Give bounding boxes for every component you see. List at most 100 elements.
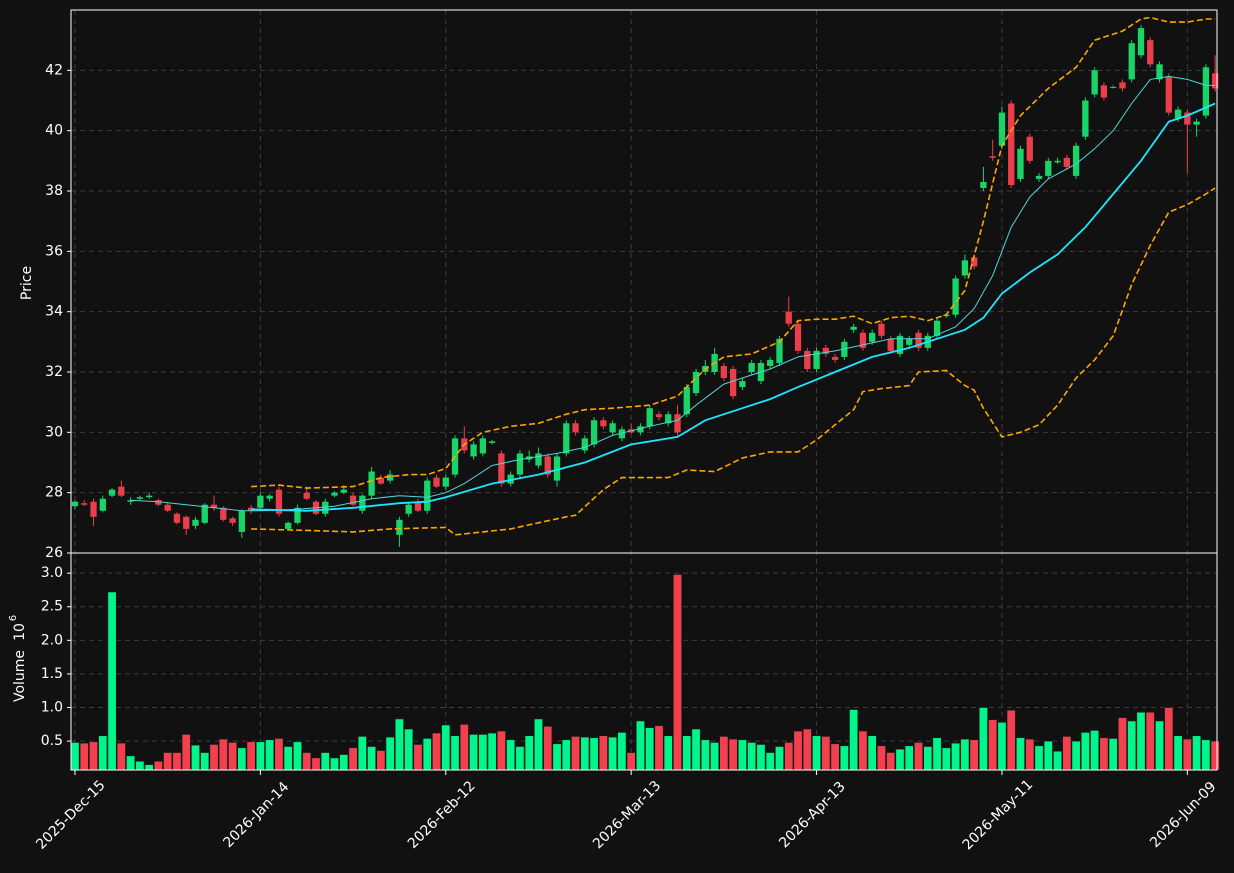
volume-bar — [432, 732, 441, 771]
candle-body — [377, 477, 385, 484]
volume-bar — [1145, 711, 1155, 771]
volume-bar — [181, 734, 191, 771]
volume-bar — [1071, 740, 1081, 771]
volume-bar — [533, 718, 543, 771]
candle-body — [359, 495, 366, 511]
candle-body — [915, 332, 922, 348]
volume-bar — [357, 736, 367, 771]
candle-body — [488, 441, 496, 443]
volume-bar — [441, 724, 451, 771]
volume-bar — [385, 736, 395, 771]
volume-bar — [876, 745, 886, 771]
candle-body — [600, 420, 607, 427]
candle-body — [257, 495, 264, 508]
volume-tick-label: 1.5 — [41, 666, 63, 682]
volume-bar — [107, 591, 117, 771]
volume-bar — [830, 743, 840, 771]
volume-bar — [255, 741, 265, 771]
candle-body — [229, 518, 236, 523]
candle-body — [1035, 175, 1043, 179]
candle-body — [933, 320, 941, 336]
candle-body — [989, 156, 996, 158]
volume-bar — [617, 732, 627, 771]
volume-bar — [200, 752, 210, 771]
y-tick-label: 28 — [45, 485, 63, 501]
volume-bar — [79, 742, 89, 771]
candle-body — [1063, 157, 1070, 167]
candle-body — [776, 338, 783, 363]
volume-tick-label: 0.5 — [41, 733, 63, 749]
volume-axis-label: Volume — [12, 650, 28, 702]
volume-bar — [793, 730, 803, 771]
volume-bar — [496, 730, 506, 771]
volume-bar — [1201, 739, 1211, 771]
volume-bar — [469, 734, 479, 771]
candle-body — [563, 423, 570, 454]
volume-bar — [904, 745, 914, 771]
volume-bar — [394, 718, 404, 771]
volume-bar — [283, 746, 293, 771]
candle-body — [275, 489, 283, 514]
volume-bar — [914, 742, 923, 771]
volume-bar — [552, 743, 562, 771]
volume-bar — [172, 752, 182, 771]
volume-bar — [487, 732, 497, 771]
volume-bar — [1043, 740, 1053, 771]
volume-bar — [265, 739, 275, 771]
candle-body — [294, 507, 301, 523]
candle-body — [544, 456, 551, 475]
candle-body — [896, 335, 904, 354]
volume-bar — [1173, 735, 1183, 771]
overlay-line — [130, 75, 1216, 512]
candle-body — [340, 489, 347, 493]
volume-bar — [1006, 709, 1016, 771]
candle-body — [720, 365, 728, 379]
candle-body — [99, 498, 106, 511]
candle-body — [424, 480, 431, 511]
candle-body — [303, 492, 310, 499]
candle-body — [192, 519, 199, 526]
candle-body — [81, 503, 88, 505]
candle-body — [794, 323, 802, 351]
y-axis-label: Price — [19, 266, 35, 300]
volume-tick-label: 2.0 — [41, 632, 63, 648]
volume-bar — [478, 734, 488, 771]
candle-body — [90, 501, 97, 517]
candle-body — [961, 260, 969, 276]
volume-bar — [191, 744, 200, 771]
volume-bar — [1210, 740, 1220, 771]
volume-bar — [645, 727, 655, 771]
volume-bar — [765, 752, 775, 771]
volume-bar — [163, 752, 173, 771]
volume-bar — [506, 739, 516, 771]
volume-bar — [367, 746, 377, 771]
volume-bar — [589, 737, 599, 771]
candle-body — [906, 338, 913, 345]
candle-body — [618, 429, 626, 439]
candle-body — [322, 501, 329, 514]
candle-body — [1165, 76, 1172, 113]
overlay-line — [251, 16, 1216, 489]
candle-body — [210, 504, 218, 508]
volume-tick-label: 1.0 — [41, 700, 63, 716]
volume-bar — [404, 728, 414, 771]
candle-body — [535, 453, 542, 466]
candle-body — [136, 497, 144, 499]
volume-bar — [867, 735, 877, 771]
candle-body — [729, 368, 737, 397]
volume-bar — [459, 724, 469, 771]
volume-bar — [1108, 738, 1118, 771]
volume-bar — [1192, 735, 1202, 771]
volume-bar — [543, 726, 553, 771]
volume-bar — [839, 745, 849, 771]
volume-bar — [246, 741, 256, 771]
volume-bar — [274, 738, 284, 771]
volume-bar — [1062, 736, 1072, 771]
volume-bar — [70, 742, 80, 771]
volume-bar — [126, 755, 136, 771]
candle-body — [674, 414, 681, 433]
volume-bar — [1155, 720, 1164, 771]
candle-body — [118, 486, 125, 496]
candle-body — [813, 350, 820, 369]
candle-body — [952, 278, 959, 315]
